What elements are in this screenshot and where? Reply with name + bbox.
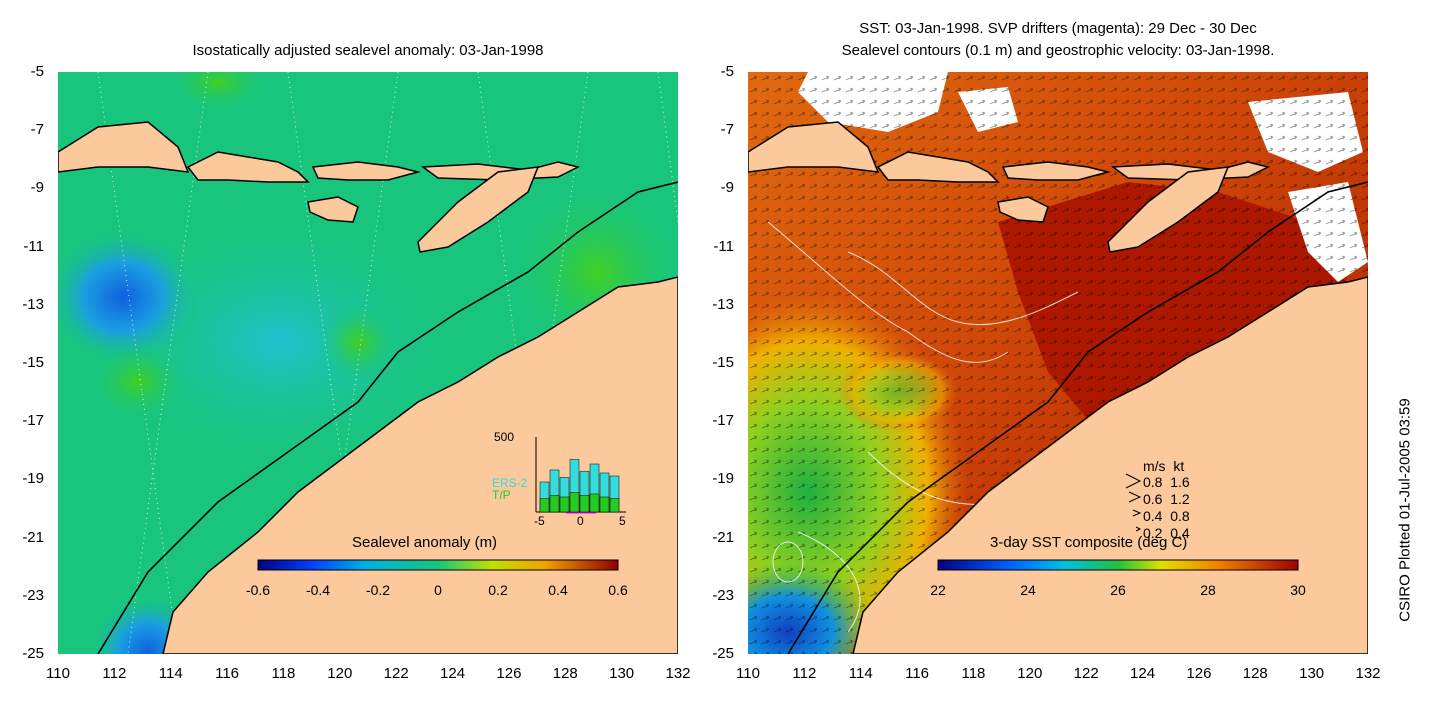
- sst-map: [748, 72, 1368, 654]
- inset-bars: [539, 459, 620, 513]
- right-ytick-label: -7: [720, 121, 734, 139]
- velocity-legend-row-2: 0.6 1.2: [1143, 491, 1190, 507]
- right-xtick-label: 112: [792, 665, 817, 682]
- sst-colorbar-tick: 22: [930, 582, 946, 598]
- sla-high-anomaly-central: [318, 302, 398, 382]
- left-ytick-label: -13: [22, 295, 44, 313]
- inset-xtick-3: 5: [619, 514, 626, 528]
- right-ytick-label: -23: [712, 586, 734, 604]
- sla-colorbar-label: Sealevel anomaly (m): [352, 534, 498, 551]
- left-xtick-label: 124: [440, 665, 466, 682]
- velocity-legend-row-3: 0.4 0.8: [1143, 508, 1190, 524]
- left-xtick-label: 116: [215, 665, 240, 682]
- right-xtick-label: 110: [736, 665, 760, 682]
- left-ytick-label: -11: [23, 237, 44, 255]
- right-xtick-label: 116: [905, 665, 930, 682]
- sla-colorbar-tick: 0.4: [548, 582, 568, 598]
- sst-colorbar-label: 3-day SST composite (deg C): [990, 534, 1188, 551]
- right-ytick-label: -19: [712, 470, 734, 488]
- sst-svg: [748, 72, 1368, 654]
- inset-bar-tp: [589, 493, 600, 513]
- right-ytick-label: -13: [712, 295, 734, 313]
- right-xtick-label: 132: [1355, 665, 1381, 682]
- right-xtick-label: 120: [1017, 665, 1043, 682]
- inset-bar-tp: [579, 495, 590, 513]
- sst-colorbar-tick: 24: [1020, 582, 1036, 598]
- sst-colorbar-tick: 30: [1290, 582, 1306, 598]
- sla-high-anomaly-north: [168, 72, 268, 112]
- right-xtick-label: 126: [1186, 665, 1212, 682]
- velocity-legend-row-1: 0.8 1.6: [1143, 474, 1190, 490]
- left-xtick-label: 128: [552, 665, 578, 682]
- inset-bar-tp: [569, 492, 580, 513]
- left-ytick-label: -15: [22, 354, 44, 371]
- inset-ymax-label: 500: [494, 430, 515, 444]
- left-panel-title: Isostatically adjusted sealevel anomaly:…: [192, 42, 544, 59]
- right-xtick-label: 130: [1299, 665, 1325, 682]
- satellite-tracks: [97, 72, 678, 654]
- sla-colorbar: [257, 559, 619, 571]
- right-xtick-label: 114: [848, 665, 873, 682]
- right-xtick-label: 122: [1073, 665, 1099, 682]
- sla-colorbar-tick: 0: [434, 582, 442, 598]
- inset-xtick-1: -5: [534, 514, 545, 528]
- right-ytick-label: -17: [712, 412, 734, 430]
- right-xtick-label: 118: [961, 665, 986, 682]
- right-panel-title-line2: Sealevel contours (0.1 m) and geostrophi…: [841, 42, 1275, 59]
- inset-bar-tp: [539, 498, 550, 513]
- velocity-legend-header: m/s kt: [1143, 458, 1185, 474]
- sla-colorbar-tick: 0.6: [608, 582, 628, 598]
- inset-bar-tp: [549, 495, 560, 513]
- sla-high-anomaly-west: [88, 342, 188, 422]
- right-xtick-label: 128: [1242, 665, 1268, 682]
- right-ytick-label: -15: [712, 354, 734, 371]
- left-ytick-label: -23: [22, 586, 44, 604]
- left-ytick-label: -7: [30, 121, 44, 139]
- left-xtick-label: 130: [609, 665, 635, 682]
- sst-colorbar: [937, 559, 1299, 571]
- velocity-legend-row-4: 0.2 0.4: [1143, 525, 1190, 541]
- right-ytick-label: -11: [713, 237, 734, 255]
- sla-colorbar-tick: -0.2: [365, 582, 391, 598]
- inset-series-ers2: ERS-2: [492, 476, 528, 490]
- right-xtick-label: 124: [1130, 665, 1156, 682]
- velocity-legend-arrows: [1125, 473, 1142, 532]
- left-xtick-label: 122: [383, 665, 409, 682]
- left-xtick-label: 114: [158, 665, 183, 682]
- track-count-inset: [535, 437, 626, 514]
- inset-bar-tp: [559, 496, 570, 513]
- left-xtick-label: 118: [271, 665, 296, 682]
- left-xtick-label: 126: [496, 665, 522, 682]
- right-panel-title-line1: SST: 03-Jan-1998. SVP drifters (magenta)…: [859, 20, 1257, 37]
- right-ytick-label: -5: [720, 63, 734, 80]
- inset-bar-tp: [599, 496, 610, 513]
- shelf-contour: [97, 181, 678, 654]
- right-ytick-label: -25: [712, 645, 734, 662]
- inset-series-tp: T/P: [492, 488, 511, 502]
- left-ytick-label: -5: [30, 63, 44, 80]
- left-xtick-label: 120: [327, 665, 353, 682]
- sst-colorbar-tick: 26: [1110, 582, 1126, 598]
- left-ytick-label: -25: [22, 645, 44, 662]
- sla-colorbar-tick: -0.6: [245, 582, 271, 598]
- sla-colorbar-tick: -0.4: [305, 582, 331, 598]
- left-ytick-label: -19: [22, 470, 44, 488]
- left-ytick-label: -17: [22, 412, 44, 430]
- right-ytick-label: -21: [712, 528, 734, 546]
- left-ytick-label: -21: [22, 528, 44, 546]
- left-xtick-label: 112: [102, 665, 127, 682]
- sealevel-anomaly-map: [58, 72, 678, 654]
- right-ytick-label: -9: [720, 179, 734, 197]
- sla-colorbar-tick: 0.2: [488, 582, 508, 598]
- inset-xtick-2: 0: [577, 514, 584, 528]
- sealevel-anomaly-svg: [58, 72, 678, 654]
- inset-bar-tp: [609, 498, 620, 513]
- left-xtick-label: 110: [46, 665, 70, 682]
- sst-colorbar-tick: 28: [1200, 582, 1216, 598]
- sla-strong-low-anomaly: [58, 227, 203, 367]
- left-xtick-label: 132: [665, 665, 691, 682]
- sst-shelf-contour: [787, 181, 1368, 654]
- left-ytick-label: -9: [30, 179, 44, 197]
- plotted-timestamp: CSIRO Plotted 01-Jul-2005 03:59: [1396, 398, 1414, 622]
